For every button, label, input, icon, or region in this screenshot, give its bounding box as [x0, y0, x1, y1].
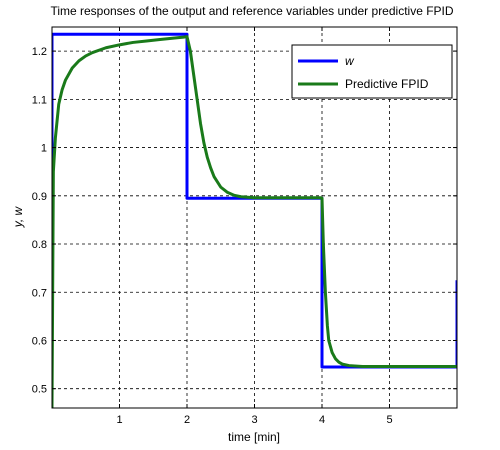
- y-tick-label: 1: [41, 143, 47, 155]
- series-line-predictive-fpid: [52, 35, 457, 408]
- x-tick-label: 2: [184, 414, 190, 426]
- y-tick-label: 0.6: [32, 335, 47, 347]
- legend-label-predictive-fpid: Predictive FPID: [345, 77, 429, 91]
- y-tick-label: 0.5: [32, 384, 47, 396]
- grid: [52, 27, 457, 408]
- x-tick-label: 1: [116, 414, 122, 426]
- y-tick-label: 0.7: [32, 287, 47, 299]
- ticks: 1 2 3 4 5 0.5 0.6 0.7 0.8 0.9 1 1.1 1.2: [32, 27, 457, 426]
- chart-title: Time responses of the output and referen…: [50, 4, 453, 18]
- y-tick-label: 0.9: [32, 191, 47, 203]
- x-axis-title: time [min]: [228, 430, 280, 444]
- y-tick-label: 1.1: [32, 94, 47, 106]
- y-tick-label: 0.8: [32, 239, 47, 251]
- x-tick-label: 4: [319, 414, 325, 426]
- legend-box: [291, 44, 453, 99]
- y-axis-title: y, w: [11, 205, 25, 228]
- x-tick-label: 3: [251, 414, 257, 426]
- series-layer: [52, 32, 457, 408]
- x-tick-label: 5: [386, 414, 392, 426]
- legend: w Predictive FPID: [291, 44, 453, 99]
- legend-label-w: w: [345, 54, 355, 68]
- y-tick-label: 1.2: [32, 46, 47, 58]
